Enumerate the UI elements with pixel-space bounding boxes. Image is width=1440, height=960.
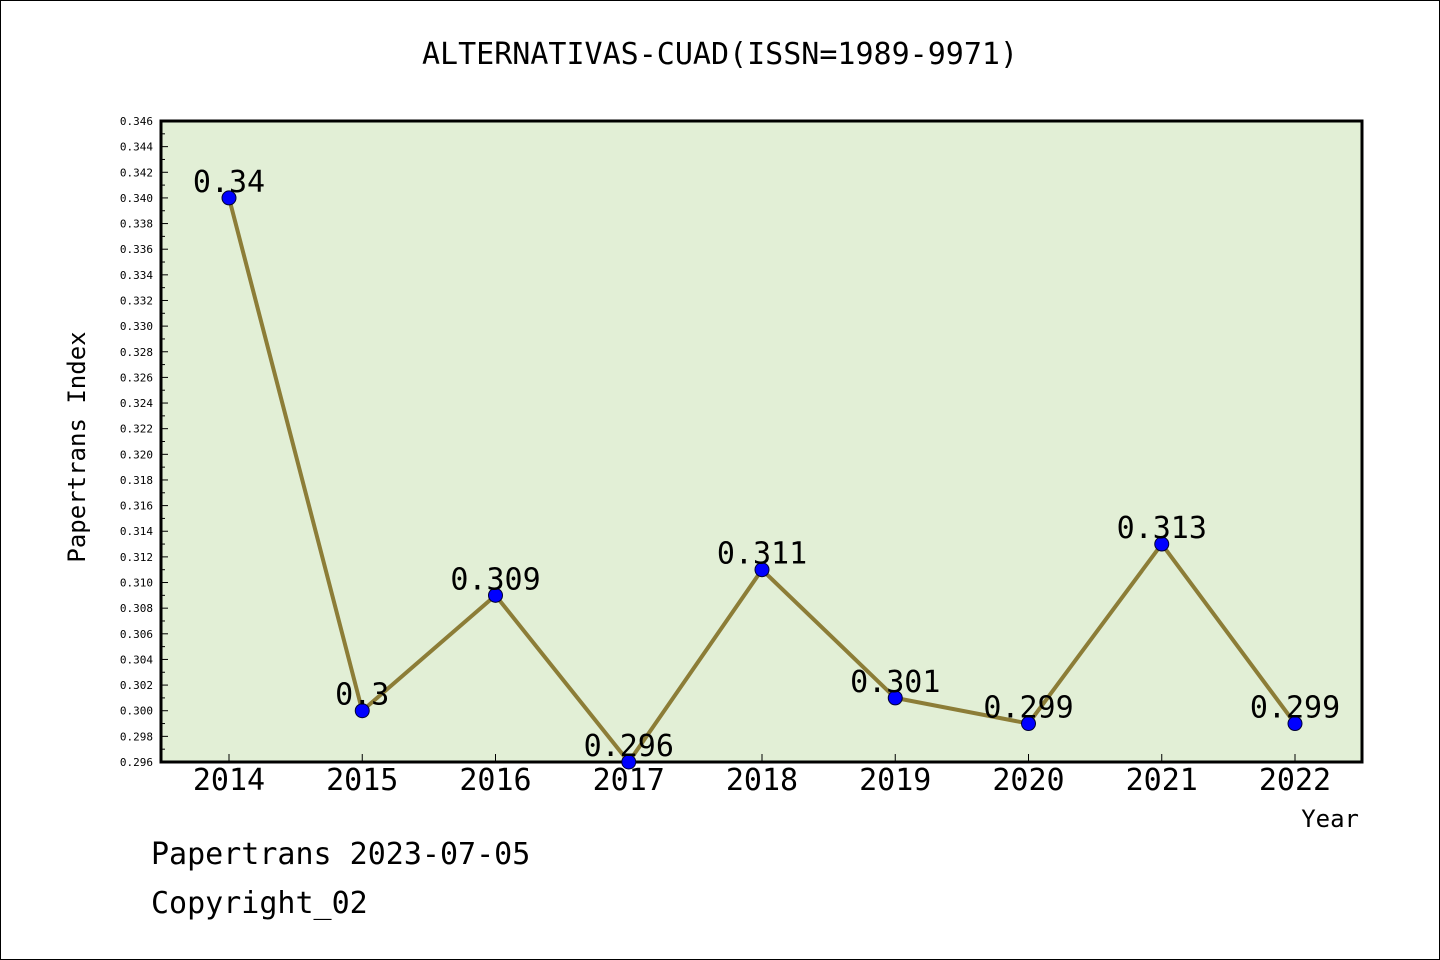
y-tick-label: 0.302: [120, 679, 153, 692]
x-tick-label: 2016: [459, 763, 531, 798]
data-point: [1021, 716, 1036, 732]
y-tick-label: 0.296: [120, 756, 153, 769]
data-label: 0.299: [983, 691, 1073, 726]
y-tick-label: 0.308: [120, 602, 153, 615]
y-tick-label: 0.328: [120, 346, 153, 359]
y-tick-label: 0.298: [120, 730, 153, 743]
data-point: [1287, 716, 1303, 732]
x-tick-label: 2018: [726, 763, 798, 798]
y-tick-label: 0.306: [120, 628, 153, 641]
y-tick-label: 0.344: [120, 141, 153, 154]
data-point: [354, 703, 370, 719]
y-tick-label: 0.316: [120, 500, 153, 513]
data-label: 0.3: [335, 678, 389, 713]
data-point: [621, 754, 637, 770]
plot-area: [159, 119, 1364, 764]
x-tick-label: 2022: [1259, 763, 1331, 798]
y-tick-label: 0.300: [120, 705, 153, 718]
data-point: [754, 562, 770, 578]
data-label: 0.311: [717, 537, 807, 572]
y-axis-label: Papertrans Index: [63, 331, 91, 562]
x-axis-ticks: 2014 2015 2016 2017 2018 2019 2020 2021 2022: [193, 754, 1331, 798]
y-axis-ticks: 0.296 0.298 0.300 0.302 0.304 0.306 0.308 0.310…: [120, 115, 168, 769]
y-tick-label: 0.338: [120, 218, 153, 231]
data-label: 0.313: [1117, 511, 1207, 546]
x-tick-label: 2015: [326, 763, 398, 798]
data-point: [488, 587, 503, 603]
data-label: 0.301: [850, 665, 940, 700]
data-point: [1154, 536, 1170, 552]
x-tick-label: 2014: [193, 763, 265, 798]
chart-title: ALTERNATIVAS-CUAD(ISSN=1989-9971): [421, 37, 1019, 72]
y-tick-label: 0.330: [120, 320, 153, 333]
data-label: 0.296: [584, 729, 674, 764]
y-tick-label: 0.304: [120, 653, 153, 666]
y-tick-label: 0.342: [120, 166, 153, 179]
data-point: [887, 690, 903, 706]
y-tick-label: 0.340: [120, 192, 153, 205]
y-tick-label: 0.332: [120, 294, 153, 307]
data-label: 0.34: [193, 165, 265, 200]
data-label: 0.299: [1250, 691, 1340, 726]
x-axis-label: Year: [1301, 805, 1359, 833]
y-tick-label: 0.336: [120, 243, 153, 256]
data-label-layer: 0.34 0.3 0.309 0.296 0.311 0.301 0.299 0.313 0.2…: [193, 165, 1340, 764]
data-point: [221, 190, 237, 206]
y-tick-label: 0.314: [120, 525, 153, 538]
y-tick-label: 0.324: [120, 397, 153, 410]
y-tick-label: 0.318: [120, 474, 153, 487]
y-tick-label: 0.320: [120, 448, 153, 461]
x-tick-label: 2019: [859, 763, 931, 798]
y-tick-label: 0.312: [120, 551, 153, 564]
data-label: 0.309: [450, 562, 540, 597]
y-tick-label: 0.334: [120, 269, 153, 282]
series-layer: [221, 190, 1303, 770]
x-tick-label: 2021: [1126, 763, 1198, 798]
y-tick-label: 0.346: [120, 115, 153, 128]
footer-date-text: Papertrans 2023-07-05: [151, 837, 531, 872]
y-tick-label: 0.310: [120, 577, 153, 590]
footer-copyright-text: Copyright_02: [151, 886, 368, 921]
y-tick-label: 0.322: [120, 423, 153, 436]
y-tick-label: 0.326: [120, 371, 153, 384]
x-tick-label: 2020: [992, 763, 1064, 798]
